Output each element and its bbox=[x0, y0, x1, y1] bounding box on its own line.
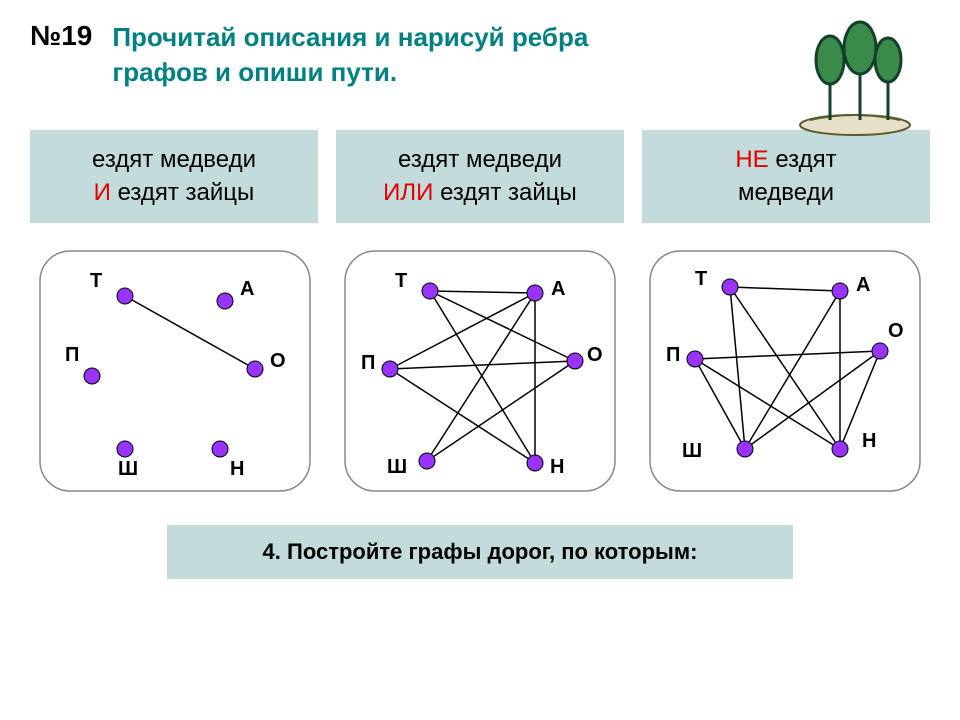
svg-text:П: П bbox=[65, 344, 79, 366]
svg-text:О: О bbox=[888, 320, 904, 342]
svg-text:Т: Т bbox=[395, 270, 407, 292]
svg-text:П: П bbox=[361, 352, 375, 374]
graphs-row: Т А П О Ш Н Т А П О Ш Н Т А П О Ш Н bbox=[30, 241, 930, 501]
svg-text:Ш: Ш bbox=[118, 458, 138, 480]
graph-1: Т А П О Ш Н bbox=[30, 241, 320, 501]
graph-2: Т А П О Ш Н bbox=[335, 241, 625, 501]
svg-text:Н: Н bbox=[230, 458, 244, 480]
svg-text:Т: Т bbox=[90, 270, 102, 292]
svg-text:Ш: Ш bbox=[387, 456, 407, 478]
svg-text:О: О bbox=[587, 344, 603, 366]
svg-text:А: А bbox=[551, 278, 565, 300]
trees-illustration bbox=[790, 20, 920, 140]
svg-text:Н: Н bbox=[862, 430, 876, 452]
labels-row: ездят медведиИ ездят зайцы ездят медведи… bbox=[30, 130, 930, 223]
svg-text:А: А bbox=[240, 278, 254, 300]
label-box-1: ездят медведиИ ездят зайцы bbox=[30, 130, 318, 223]
label-box-3: НЕ ездятмедведи bbox=[642, 130, 930, 223]
svg-text:Н: Н bbox=[550, 456, 564, 478]
svg-text:Т: Т bbox=[695, 268, 707, 290]
svg-text:О: О bbox=[270, 350, 286, 372]
svg-text:А: А bbox=[856, 274, 870, 296]
svg-text:Ш: Ш bbox=[682, 440, 702, 462]
task-number: №19 bbox=[30, 20, 92, 52]
svg-text:П: П bbox=[666, 344, 680, 366]
task-title: Прочитай описания и нарисуй ребра графов… bbox=[112, 20, 672, 90]
footer-instruction: 4. Постройте графы дорог, по которым: bbox=[167, 525, 793, 579]
graph-3: Т А П О Ш Н bbox=[640, 241, 930, 501]
label-box-2: ездят медведиИЛИ ездят зайцы bbox=[336, 130, 624, 223]
